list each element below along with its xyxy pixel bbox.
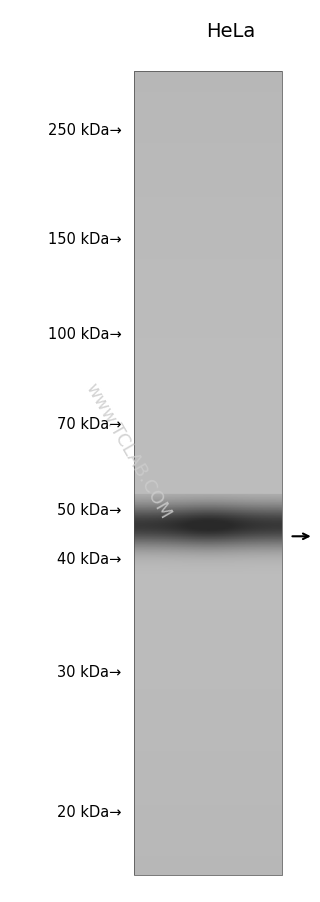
Text: HeLa: HeLa xyxy=(206,22,255,41)
Text: 250 kDa→: 250 kDa→ xyxy=(48,124,122,138)
Text: 50 kDa→: 50 kDa→ xyxy=(57,502,122,517)
Text: www.TCLAB.COM: www.TCLAB.COM xyxy=(82,380,174,522)
Text: 70 kDa→: 70 kDa→ xyxy=(57,417,122,431)
Text: 100 kDa→: 100 kDa→ xyxy=(48,327,122,341)
Text: 20 kDa→: 20 kDa→ xyxy=(57,805,122,819)
Bar xyxy=(134,72,282,875)
Text: 40 kDa→: 40 kDa→ xyxy=(57,552,122,566)
Text: 150 kDa→: 150 kDa→ xyxy=(48,232,122,246)
Text: 30 kDa→: 30 kDa→ xyxy=(57,665,122,679)
